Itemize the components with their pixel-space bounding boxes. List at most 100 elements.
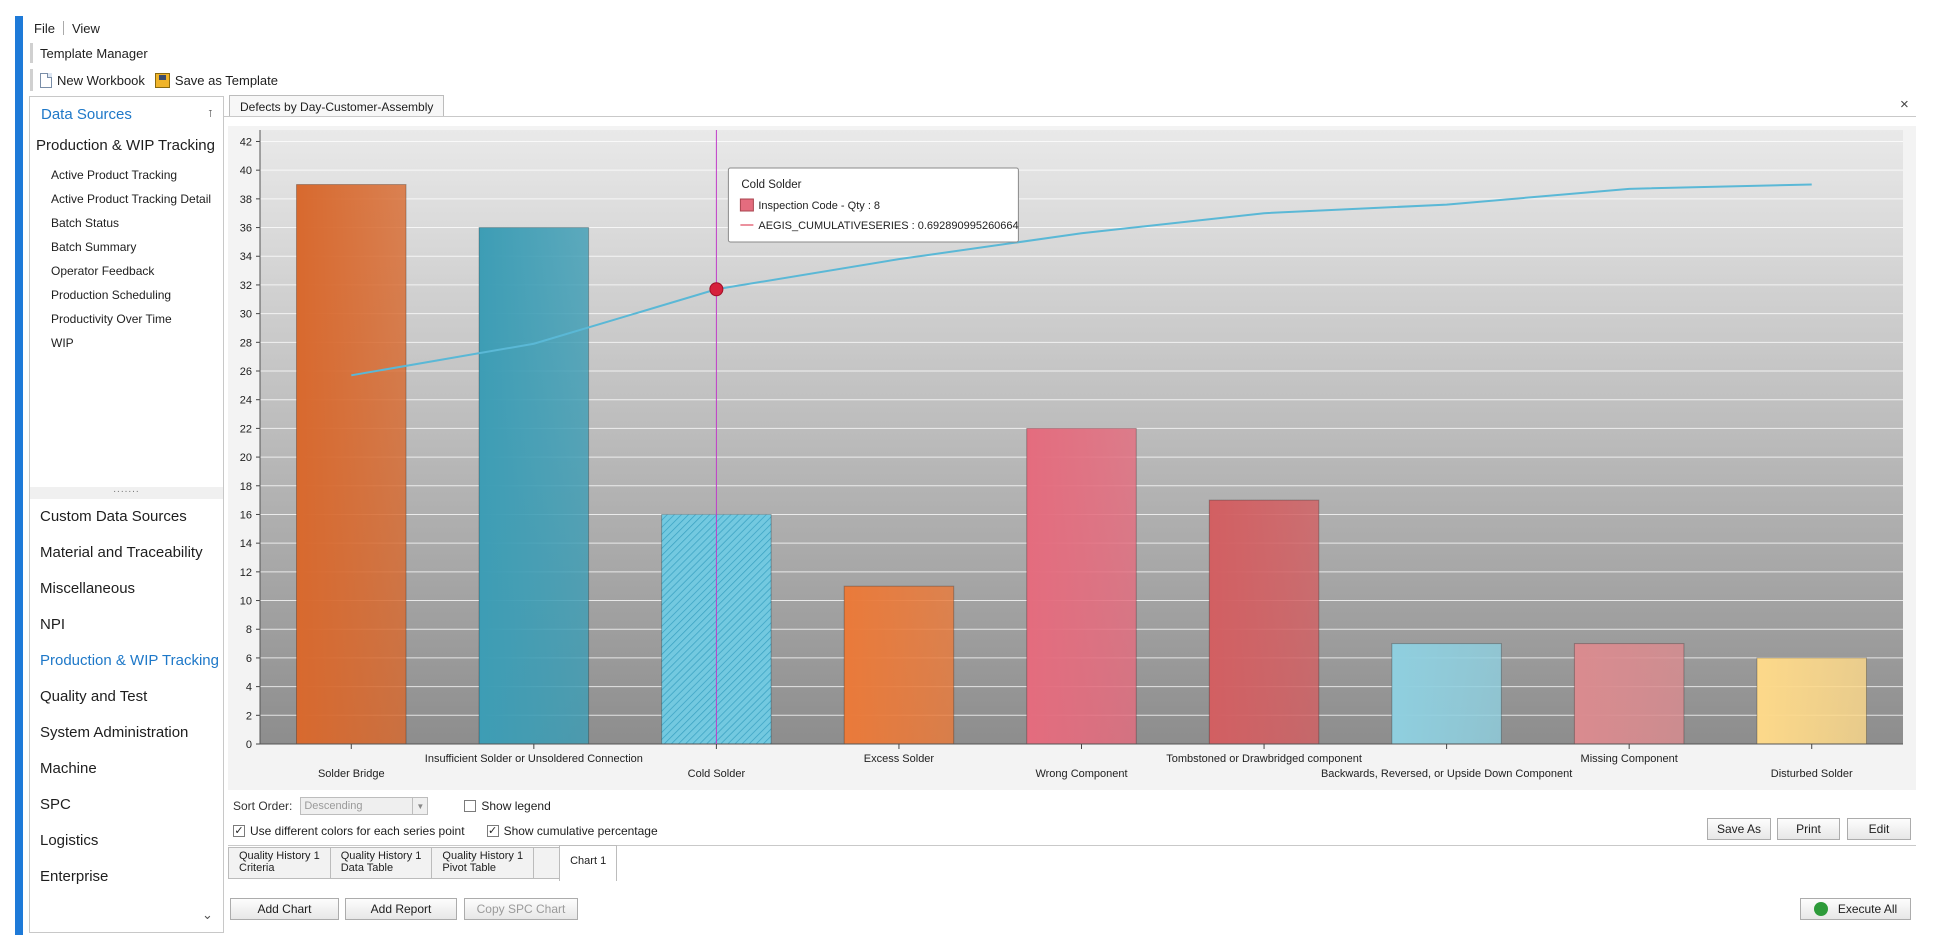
sheet-tab[interactable]: Quality History 1 Data Table (329, 847, 432, 879)
category-item[interactable]: SPC (40, 796, 71, 813)
report-item[interactable]: WIP (51, 336, 74, 350)
pareto-chart[interactable]: 024681012141618202224262830323436384042 … (228, 126, 1916, 790)
report-item[interactable]: Batch Status (51, 216, 120, 230)
copy-spc-chart-button[interactable]: Copy SPC Chart (464, 898, 578, 920)
sort-order-select[interactable]: Descending ▼ (300, 797, 429, 815)
bar[interactable] (1208, 499, 1320, 745)
use-colors-label: Use different colors for each series poi… (250, 824, 465, 838)
save-as-template-button[interactable]: Save as Template (154, 72, 278, 88)
chevron-down-icon[interactable]: ▼ (412, 798, 427, 814)
bar[interactable] (843, 585, 955, 745)
y-tick-label: 20 (240, 452, 252, 464)
tooltip-line-2: AEGIS_CUMULATIVESERIES : 0.6928909952606… (758, 220, 1018, 232)
close-icon[interactable]: × (1900, 96, 1909, 113)
category-item[interactable]: Production & WIP Tracking (40, 652, 219, 669)
save-as-button[interactable]: Save As (1707, 818, 1771, 840)
sheet-tab-subtitle: Pivot Table (442, 862, 497, 874)
panel-splitter[interactable]: ....... (30, 485, 223, 499)
y-tick-label: 34 (240, 251, 252, 263)
execute-all-button[interactable]: Execute All (1800, 898, 1911, 920)
bar[interactable] (1573, 643, 1685, 745)
y-tick-label: 10 (240, 596, 252, 608)
report-item[interactable]: Productivity Over Time (51, 312, 172, 326)
sheet-tab-title: Quality History 1 (442, 850, 524, 862)
checkbox-checked-icon[interactable]: ✓ (233, 825, 245, 837)
sheet-tab[interactable]: Quality History 1 Pivot Table (431, 847, 534, 879)
category-item[interactable]: Enterprise (40, 868, 109, 885)
category-item[interactable]: Machine (40, 760, 97, 777)
x-tick-label: Solder Bridge (318, 768, 385, 780)
y-tick-label: 28 (240, 337, 252, 349)
tooltip-box (727, 167, 1019, 243)
category-item[interactable]: Material and Traceability (40, 544, 203, 561)
y-tick-label: 18 (240, 481, 252, 493)
sort-controls: Sort Order: Descending ▼ Show legend (233, 796, 551, 816)
bar[interactable] (1026, 427, 1137, 745)
y-tick-label: 26 (240, 366, 252, 378)
bar[interactable] (1391, 643, 1502, 745)
category-item[interactable]: NPI (40, 616, 66, 633)
y-tick-label: 16 (240, 509, 252, 521)
chevron-down-icon[interactable]: ⌄ (202, 907, 213, 922)
menu-view[interactable]: View (71, 20, 100, 36)
sheet-tab-title: Chart 1 (570, 855, 607, 867)
pin-icon[interactable]: ⊺ (207, 109, 213, 120)
report-item[interactable]: Active Product Tracking Detail (51, 192, 212, 206)
use-colors-checkbox[interactable]: ✓ Use different colors for each series p… (233, 824, 465, 838)
bar[interactable] (1756, 657, 1867, 745)
sheet-tab[interactable]: Quality History 1 Criteria (228, 847, 330, 879)
sheet-tab-subtitle: Criteria (239, 862, 275, 874)
y-tick-label: 0 (246, 739, 252, 751)
y-tick-label: 14 (240, 538, 252, 550)
y-tick-label: 36 (240, 223, 252, 235)
template-manager-button[interactable]: Template Manager (30, 43, 148, 63)
report-item[interactable]: Operator Feedback (51, 264, 155, 278)
new-workbook-button[interactable]: New Workbook (40, 72, 145, 88)
show-legend-label: Show legend (481, 799, 551, 813)
report-item[interactable]: Active Product Tracking (51, 168, 178, 182)
execute-all-label: Execute All (1837, 902, 1898, 916)
report-item[interactable]: Batch Summary (51, 240, 137, 254)
series-options: ✓ Use different colors for each series p… (233, 821, 658, 841)
y-tick-label: 4 (246, 682, 252, 694)
toolbar: New Workbook Save as Template (30, 69, 278, 91)
show-cumulative-checkbox[interactable]: ✓ Show cumulative percentage (486, 824, 658, 838)
menu-file[interactable]: File (34, 21, 64, 36)
sheet-tab-title: Quality History 1 (239, 850, 320, 862)
checkbox-unchecked-icon[interactable] (464, 800, 477, 812)
new-document-icon (40, 72, 52, 88)
category-item[interactable]: Custom Data Sources (40, 508, 187, 525)
category-item[interactable]: Logistics (40, 832, 99, 849)
sheet-tab[interactable] (533, 847, 560, 879)
bar[interactable] (296, 184, 407, 745)
category-item[interactable]: System Administration (40, 724, 189, 741)
show-legend-checkbox[interactable]: Show legend (464, 799, 551, 813)
y-tick-label: 40 (240, 165, 252, 177)
cumulative-line (351, 183, 1812, 377)
category-item[interactable]: Quality and Test (40, 688, 148, 705)
checkbox-checked-icon[interactable]: ✓ (486, 825, 499, 837)
sheet-tab[interactable]: Chart 1 (559, 845, 618, 881)
tab-divider (224, 116, 1916, 117)
y-tick-label: 8 (246, 624, 252, 636)
tab-defects-report[interactable]: Defects by Day-Customer-Assembly (229, 95, 445, 117)
report-item[interactable]: Production Scheduling (51, 288, 172, 302)
save-disk-icon (154, 72, 170, 88)
x-tick-label: Backwards, Reversed, or Upside Down Comp… (1321, 768, 1572, 780)
bar[interactable] (478, 227, 590, 745)
x-axis: Solder Bridge Insufficient Solder or Unso… (260, 743, 1903, 780)
y-tick-label: 30 (240, 309, 252, 321)
sheet-tab-title: Quality History 1 (340, 850, 422, 862)
y-tick-label: 12 (240, 567, 252, 579)
sheet-tab-subtitle: Data Table (340, 862, 394, 874)
cumulative-series (351, 183, 1812, 377)
add-report-button[interactable]: Add Report (345, 898, 457, 920)
y-tick-label: 32 (240, 280, 252, 292)
edit-button[interactable]: Edit (1847, 818, 1911, 840)
x-tick-label: Excess Solder (864, 753, 935, 765)
report-list: Active Product Tracking Active Product Tr… (51, 167, 211, 359)
x-tick-label: Tombstoned or Drawbridged component (1166, 753, 1362, 765)
add-chart-button[interactable]: Add Chart (230, 898, 339, 920)
category-item[interactable]: Miscellaneous (40, 580, 136, 597)
print-button[interactable]: Print (1777, 818, 1840, 840)
